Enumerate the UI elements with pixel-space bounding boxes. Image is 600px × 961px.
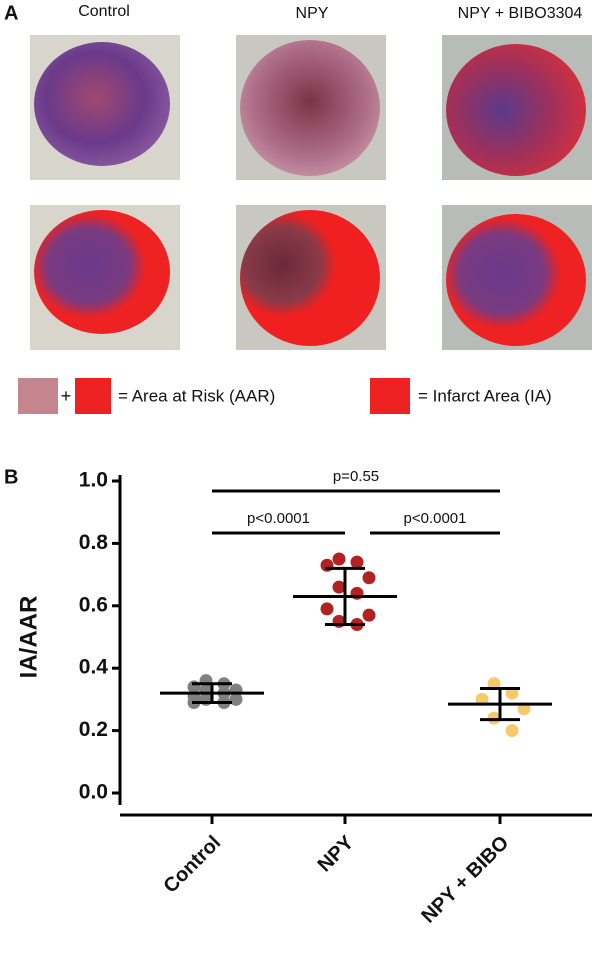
y-tick-label: 0.2 [79, 718, 108, 741]
chart: 0.0 0.2 0.4 0.6 0.8 1.0 IA/AAR Control NPY NPY + … [15, 468, 592, 928]
y-axis-label: IA/AAR [15, 596, 42, 679]
heart [34, 42, 170, 166]
data-point [332, 552, 346, 566]
data-point [350, 555, 364, 569]
y-tick-label: 0.0 [79, 781, 108, 804]
y-tick-label: 1.0 [79, 469, 108, 492]
data-point [362, 608, 376, 622]
data-point [229, 692, 243, 706]
comparison-label: p<0.0001 [404, 510, 467, 527]
column-header: NPY [296, 5, 329, 22]
data-point [505, 724, 519, 738]
legend-swatch [370, 378, 410, 414]
data-point [332, 580, 346, 594]
legend-swatch [75, 378, 111, 414]
heart [446, 214, 586, 346]
column-header: Control [78, 3, 130, 20]
heart [34, 210, 170, 334]
panel-a: A Control NPY NPY + BIBO3304 + = Area at… [4, 2, 592, 414]
comparison-label: p=0.55 [333, 468, 379, 485]
heart [240, 210, 380, 346]
data-point [487, 711, 501, 725]
legend-text: + [61, 386, 72, 406]
legend-text: = Area at Risk (AAR) [118, 386, 275, 405]
legend-text: = Infarct Area (IA) [418, 386, 552, 405]
y-tick-label: 0.6 [79, 593, 108, 616]
x-tick-label: NPY [314, 831, 359, 876]
heart [446, 44, 586, 176]
data-point [362, 571, 376, 585]
heart [240, 40, 380, 176]
column-header: NPY + BIBO3304 [458, 5, 583, 22]
y-tick-label: 0.8 [79, 531, 109, 554]
legend-swatch [18, 378, 58, 414]
x-tick-label: NPY + BIBO [417, 832, 513, 928]
y-tick-label: 0.4 [79, 656, 109, 679]
panel-label: A [4, 2, 18, 24]
comparison-label: p<0.0001 [247, 510, 310, 527]
x-tick-label: Control [159, 832, 225, 898]
data-point [320, 602, 334, 616]
panel-label: B [4, 466, 18, 488]
